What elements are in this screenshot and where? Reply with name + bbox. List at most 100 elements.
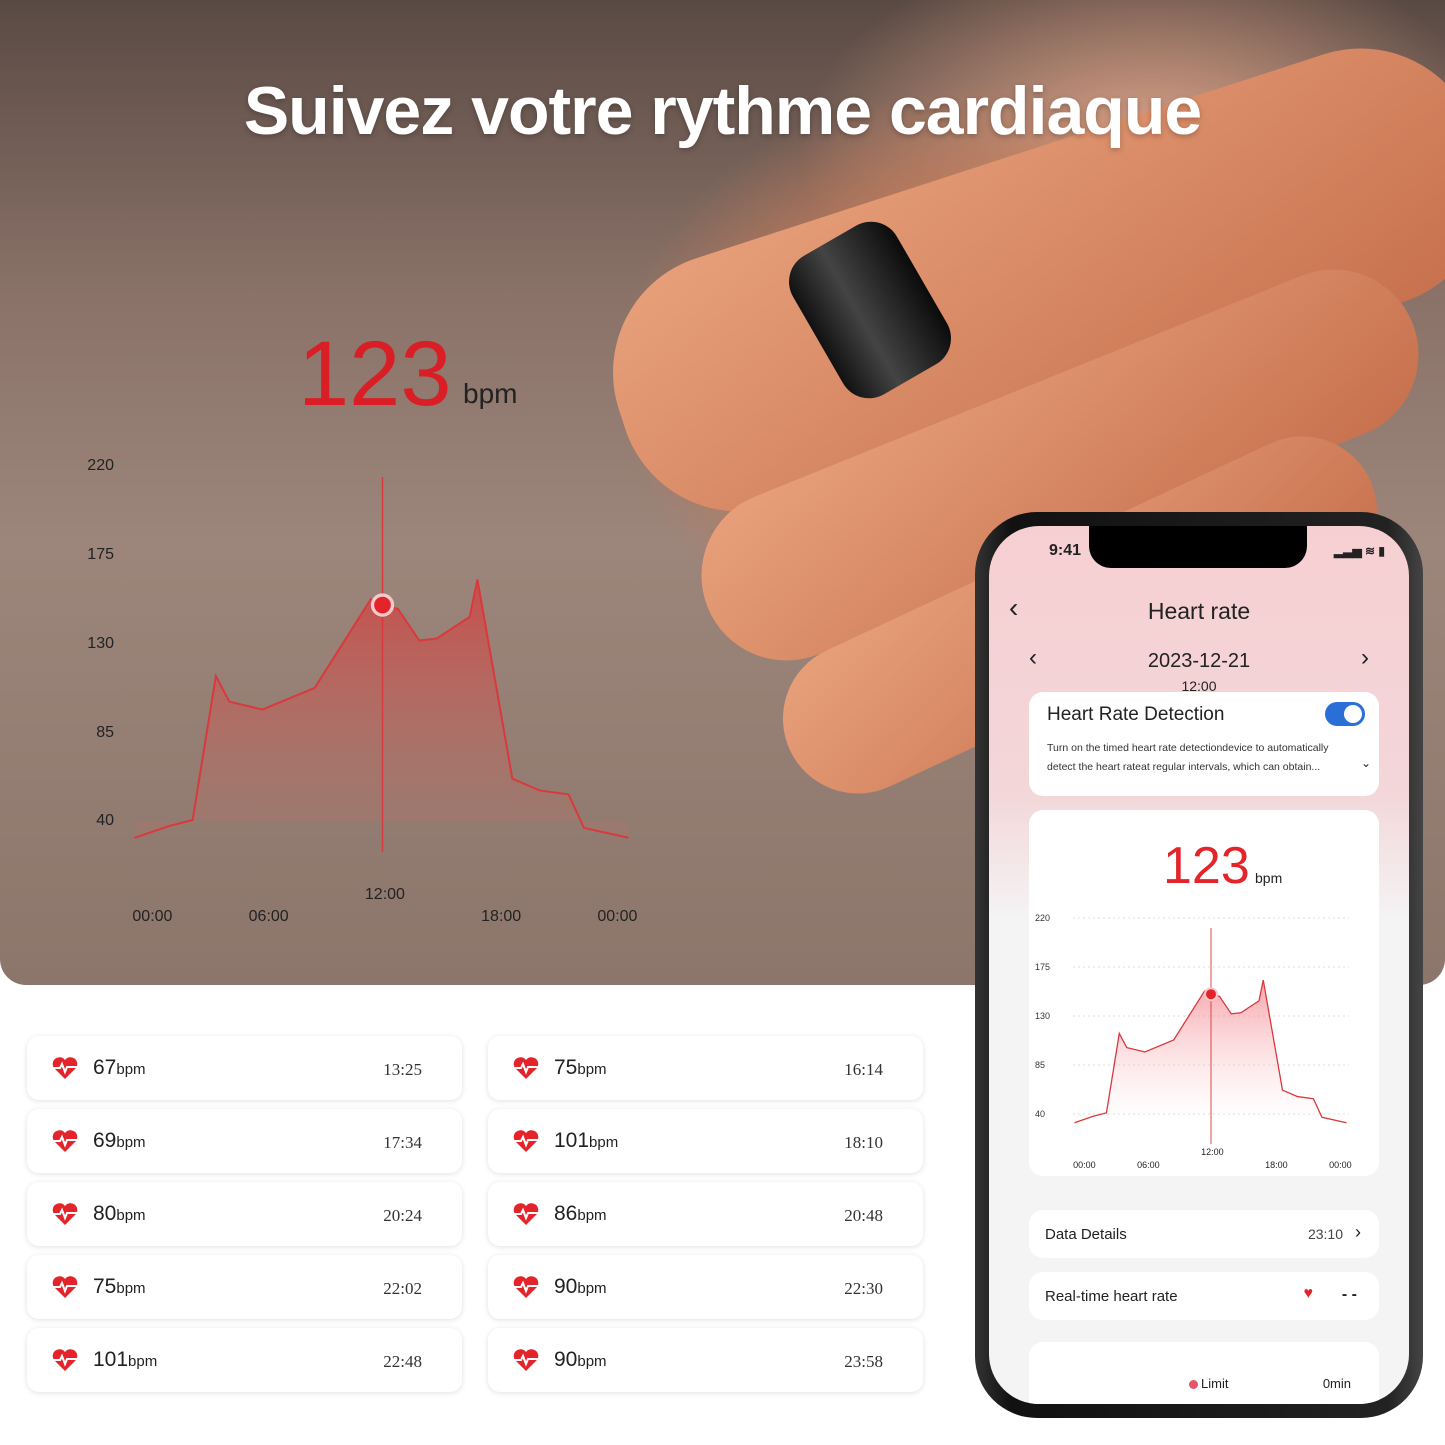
headline: Suivez votre rythme cardiaque bbox=[243, 73, 1202, 149]
data-details-time: 23:10 bbox=[1307, 1226, 1343, 1242]
record-time: 22:02 bbox=[383, 1279, 422, 1298]
y-tick-label: 40 bbox=[96, 812, 114, 830]
record-item[interactable]: 75bpm 16:14 bbox=[488, 1036, 923, 1100]
record-item[interactable]: 86bpm 20:48 bbox=[488, 1182, 923, 1246]
record-time: 17:34 bbox=[383, 1133, 422, 1152]
x-tick-label: 06:00 bbox=[248, 908, 289, 925]
limit-card: Limit 0min bbox=[1029, 1342, 1379, 1404]
signal-wifi-battery-icon: ▂▃▅ ≋ ▮ bbox=[1334, 544, 1386, 558]
heart-pulse-icon bbox=[52, 1203, 78, 1225]
data-details-label: Data Details bbox=[1045, 1226, 1127, 1243]
y-tick-label: 130 bbox=[87, 634, 114, 652]
x-tick-label: 06:00 bbox=[1137, 1160, 1160, 1170]
record-value: 80bpm bbox=[93, 1202, 146, 1225]
record-value: 75bpm bbox=[554, 1056, 607, 1079]
x-tick-label: 00:00 bbox=[132, 908, 173, 925]
highlight-point[interactable] bbox=[1204, 987, 1218, 1002]
record-item[interactable]: 69bpm 17:34 bbox=[27, 1109, 462, 1173]
x-tick-label: 12:00 bbox=[1201, 1147, 1224, 1158]
record-value: 75bpm bbox=[93, 1275, 146, 1298]
record-time: 20:48 bbox=[844, 1206, 883, 1225]
y-tick-label: 220 bbox=[1035, 912, 1051, 923]
realtime-label: Real-time heart rate bbox=[1045, 1288, 1178, 1305]
record-time: 20:24 bbox=[383, 1206, 422, 1225]
limit-value: 0min bbox=[1322, 1376, 1351, 1391]
x-tick-label: 00:00 bbox=[1329, 1160, 1352, 1170]
data-details-row[interactable]: Data Details 23:10 › bbox=[1029, 1210, 1379, 1258]
y-tick-label: 85 bbox=[96, 723, 114, 741]
back-button[interactable]: ‹ bbox=[1009, 592, 1019, 623]
limit-label: Limit bbox=[1201, 1376, 1229, 1391]
prev-date-button[interactable]: ‹ bbox=[1029, 644, 1037, 671]
detection-toggle[interactable] bbox=[1325, 702, 1365, 726]
heart-rate-unit: bpm bbox=[463, 378, 518, 409]
hero-photo: Suivez votre rythme cardiaque 123 bpm 22… bbox=[0, 0, 1445, 985]
series-line bbox=[134, 579, 629, 839]
x-tick-label: 18:00 bbox=[481, 908, 522, 925]
x-tick-label: 00:00 bbox=[597, 908, 638, 925]
realtime-value: - - bbox=[1341, 1286, 1357, 1303]
record-value: 90bpm bbox=[554, 1275, 607, 1298]
record-time: 22:30 bbox=[844, 1279, 883, 1298]
area-fill bbox=[1074, 980, 1347, 1123]
record-time: 22:48 bbox=[383, 1352, 422, 1371]
record-time: 18:10 bbox=[844, 1133, 883, 1152]
detection-title: Heart Rate Detection bbox=[1047, 704, 1225, 725]
record-item[interactable]: 101bpm 18:10 bbox=[488, 1109, 923, 1173]
heart-pulse-icon bbox=[52, 1057, 78, 1079]
x-tick-label: 18:00 bbox=[1265, 1160, 1288, 1170]
phone: 9:41 ▂▃▅ ≋ ▮ ‹ Heart rate ‹ › 2023-12-21… bbox=[975, 512, 1423, 1418]
record-value: 67bpm bbox=[93, 1056, 146, 1079]
record-item[interactable]: 80bpm 20:24 bbox=[27, 1182, 462, 1246]
record-item[interactable]: 75bpm 22:02 bbox=[27, 1255, 462, 1319]
record-time: 13:25 bbox=[383, 1060, 422, 1079]
y-tick-label: 85 bbox=[1035, 1059, 1046, 1070]
limit-dot bbox=[1189, 1380, 1198, 1389]
record-value: 86bpm bbox=[554, 1202, 607, 1225]
y-tick-label: 40 bbox=[1035, 1108, 1046, 1119]
phone-heart-rate-chart bbox=[1073, 917, 1349, 1144]
next-date-button[interactable]: › bbox=[1361, 644, 1369, 671]
page-title: Heart rate bbox=[1147, 598, 1251, 624]
highlight-point[interactable] bbox=[370, 593, 395, 617]
y-tick-label: 175 bbox=[87, 546, 114, 564]
chart-card: 123 bpm 220 175 130 85 40 00:00 06:00 12:00 18:0… bbox=[1029, 810, 1379, 1176]
heart-rate-value: 123 bbox=[298, 323, 452, 425]
notch bbox=[1089, 526, 1307, 568]
phone-heart-rate-unit: bpm bbox=[1255, 870, 1283, 886]
expand-chevron-icon[interactable]: ⌄ bbox=[1360, 756, 1371, 770]
record-value: 101bpm bbox=[554, 1129, 619, 1152]
heart-pulse-icon bbox=[513, 1130, 539, 1152]
detection-desc-2: detect the heart rateat regular interval… bbox=[1047, 761, 1321, 773]
heart-icon: ♥ bbox=[1303, 1285, 1314, 1302]
detection-desc-1: Turn on the timed heart rate detectionde… bbox=[1047, 742, 1329, 754]
record-item[interactable]: 90bpm 22:30 bbox=[488, 1255, 923, 1319]
series-line bbox=[1074, 979, 1347, 1124]
time: 12:00 bbox=[1181, 678, 1217, 694]
y-tick-label: 220 bbox=[87, 457, 114, 475]
realtime-row: Real-time heart rate ♥ - - bbox=[1029, 1272, 1379, 1320]
x-tick-label: 00:00 bbox=[1073, 1160, 1096, 1170]
record-item[interactable]: 101bpm 22:48 bbox=[27, 1328, 462, 1392]
status-time: 9:41 bbox=[1049, 542, 1082, 559]
record-time: 23:58 bbox=[844, 1352, 883, 1371]
record-time: 16:14 bbox=[844, 1060, 883, 1079]
date: 2023-12-21 bbox=[1147, 650, 1251, 672]
area-fill bbox=[134, 579, 629, 838]
heart-pulse-icon bbox=[52, 1349, 78, 1371]
heart-pulse-icon bbox=[52, 1276, 78, 1298]
heart-pulse-icon bbox=[52, 1130, 78, 1152]
record-item[interactable]: 90bpm 23:58 bbox=[488, 1328, 923, 1392]
detection-card: Heart Rate Detection Turn on the timed h… bbox=[1029, 692, 1379, 796]
record-item[interactable]: 67bpm 13:25 bbox=[27, 1036, 462, 1100]
phone-screen: 9:41 ▂▃▅ ≋ ▮ ‹ Heart rate ‹ › 2023-12-21… bbox=[989, 526, 1409, 1404]
heart-pulse-icon bbox=[513, 1276, 539, 1298]
chevron-right-icon: › bbox=[1355, 1222, 1361, 1242]
record-value: 69bpm bbox=[93, 1129, 146, 1152]
heart-rate-chart bbox=[134, 477, 629, 852]
phone-heart-rate-value: 123 bbox=[1163, 837, 1250, 895]
y-tick-label: 175 bbox=[1035, 961, 1051, 972]
x-tick-label: 12:00 bbox=[364, 885, 405, 903]
heart-pulse-icon bbox=[513, 1057, 539, 1079]
record-value: 90bpm bbox=[554, 1348, 607, 1371]
